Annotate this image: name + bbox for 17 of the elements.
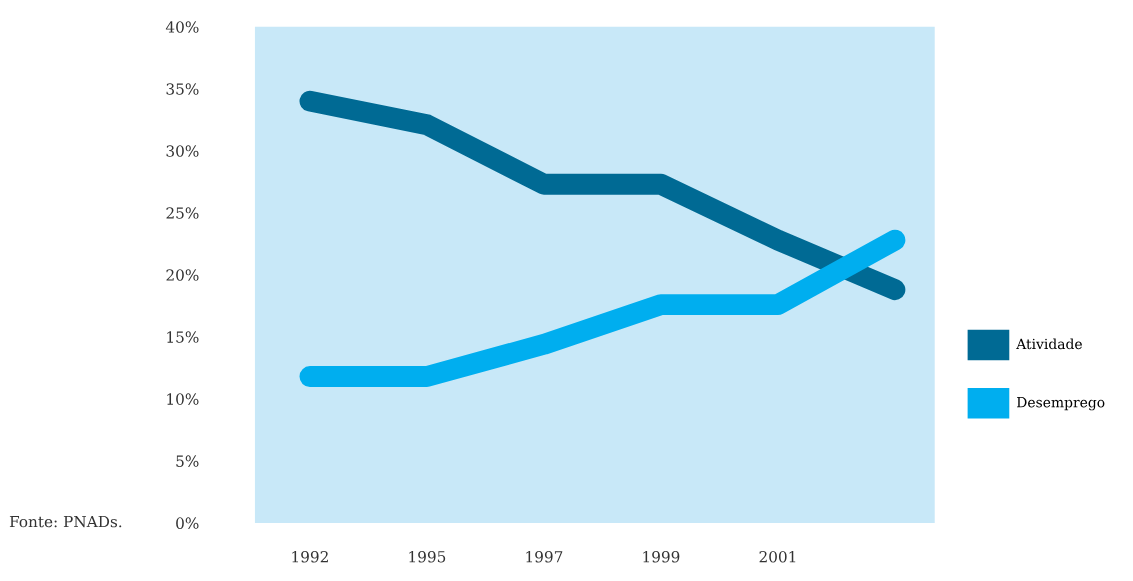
y-tick-label: 15% — [167, 331, 199, 343]
x-tick-label: 2001 — [759, 550, 796, 563]
legend-label: Desemprego — [1017, 397, 1105, 411]
x-tick-label: 1995 — [409, 550, 446, 563]
y-tick-label: 35% — [166, 83, 199, 95]
y-tick-label: 30% — [166, 145, 199, 157]
x-tick-label: 1999 — [643, 550, 680, 563]
x-tick-label: 1992 — [292, 550, 328, 563]
y-tick-label: 25% — [166, 207, 199, 219]
y-tick-label: 0% — [176, 517, 199, 529]
source-note: Fonte: PNADs. — [9, 515, 122, 528]
x-tick-label: 1997 — [526, 550, 563, 563]
y-tick-label: 5% — [176, 455, 199, 467]
y-tick-label: 40% — [165, 21, 199, 33]
y-tick-label: 10% — [167, 393, 199, 405]
y-tick-label: 20% — [166, 269, 199, 281]
legend-label: Atividade — [1016, 338, 1082, 350]
